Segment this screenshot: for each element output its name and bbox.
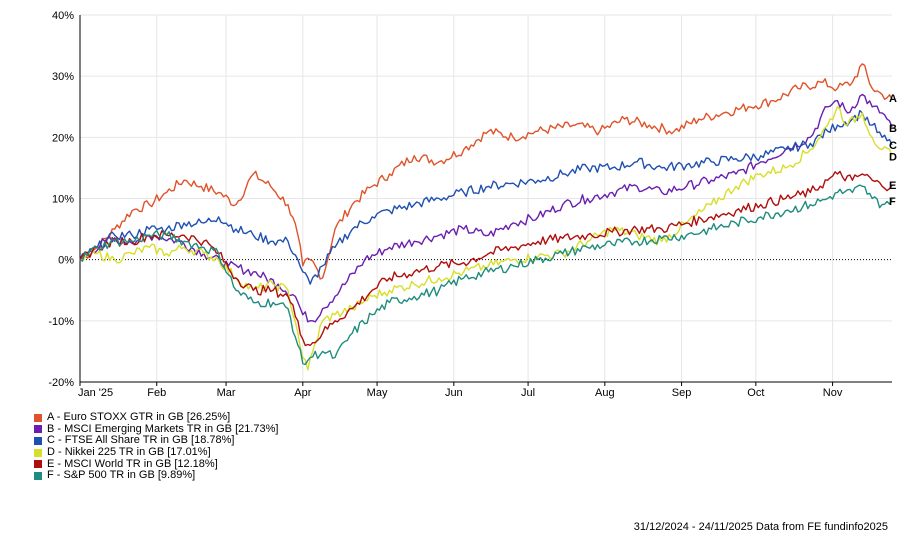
series-end-labels: A BCD EF — [889, 93, 897, 208]
end-label-e: E — [889, 180, 896, 192]
end-label-f: F — [889, 196, 896, 208]
legend-item-d: D - Nikkei 225 TR in GB [17.01%] — [34, 447, 278, 459]
chart-series — [79, 63, 893, 371]
legend-swatch-f — [34, 471, 42, 480]
x-tick-label: Sep — [672, 387, 692, 399]
legend-item-c: C - FTSE All Share TR in GB [18.78%] — [34, 435, 278, 447]
legend-label-e: E - MSCI World TR in GB [12.18%] — [47, 457, 218, 470]
series-line-d — [79, 106, 893, 371]
y-tick-label: -10% — [48, 316, 74, 328]
legend-label-a: A - Euro STOXX GTR in GB [26.25%] — [47, 411, 231, 424]
chart-axes: 40% 30% 20% 10% 0% -10% -20% Jan '25 Feb Mar Apr Ma… — [48, 10, 892, 399]
x-tick-label: Aug — [595, 387, 615, 399]
chart-grid — [79, 14, 892, 383]
series-line-b — [79, 93, 893, 323]
x-tick-label: Oct — [747, 387, 764, 399]
legend-item-e: E - MSCI World TR in GB [12.18%] — [34, 458, 278, 470]
series-line-e — [79, 170, 893, 347]
chart-footer: 31/12/2024 - 24/11/2025 Data from FE fun… — [633, 521, 888, 533]
end-label-d: D — [889, 152, 897, 164]
y-tick-label: 10% — [52, 194, 74, 206]
y-tick-label: 40% — [52, 10, 74, 22]
legend-item-f: F - S&P 500 TR in GB [9.89%] — [34, 470, 278, 482]
series-line-c — [79, 109, 893, 285]
series-line-f — [79, 184, 893, 366]
legend-swatch-c — [34, 436, 42, 445]
end-label-b: B — [889, 123, 897, 135]
legend-label-d: D - Nikkei 225 TR in GB [17.01%] — [47, 446, 211, 459]
x-tick-label: Feb — [147, 387, 166, 399]
legend-label-b: B - MSCI Emerging Markets TR in GB [21.7… — [47, 422, 279, 435]
y-tick-label: -20% — [48, 377, 74, 389]
legend-swatch-a — [34, 413, 42, 422]
series-line-a — [79, 63, 893, 280]
y-tick-label: 20% — [52, 132, 74, 144]
y-tick-label: 30% — [52, 71, 74, 83]
legend-swatch-d — [34, 448, 42, 457]
x-tick-label: Jan '25 — [78, 387, 113, 399]
x-tick-label: May — [367, 387, 388, 399]
end-label-a: A — [889, 93, 897, 105]
x-tick-label: Nov — [823, 387, 843, 399]
chart-legend: A - Euro STOXX GTR in GB [26.25%] B - MS… — [34, 412, 278, 482]
legend-label-f: F - S&P 500 TR in GB [9.89%] — [47, 469, 196, 482]
legend-swatch-b — [34, 425, 42, 434]
legend-label-c: C - FTSE All Share TR in GB [18.78%] — [47, 434, 235, 447]
end-label-c: C — [889, 140, 897, 152]
y-tick-label: 0% — [58, 255, 74, 267]
legend-swatch-e — [34, 460, 42, 469]
x-tick-label: Apr — [294, 387, 311, 399]
legend-item-b: B - MSCI Emerging Markets TR in GB [21.7… — [34, 422, 279, 436]
x-tick-label: Mar — [217, 387, 236, 399]
x-tick-label: Jul — [521, 387, 535, 399]
legend-item-a: A - Euro STOXX GTR in GB [26.25%] — [34, 412, 278, 424]
x-tick-label: Jun — [445, 387, 463, 399]
